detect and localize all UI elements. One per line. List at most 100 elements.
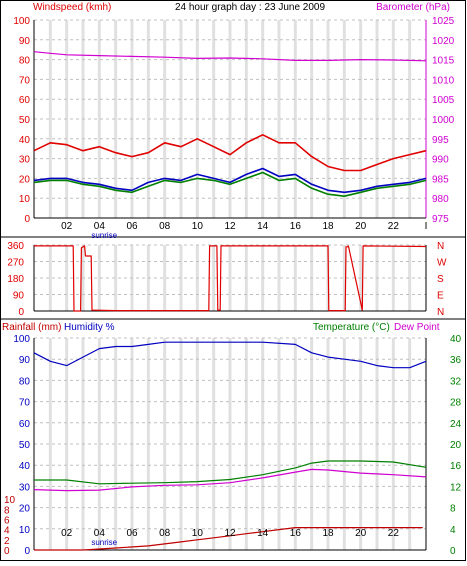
- chart-title: 24 hour graph day : 23 June 2009: [175, 2, 326, 13]
- time-tick-label: 14: [257, 528, 269, 539]
- barometer-axis-label: Barometer (hPa): [376, 2, 450, 13]
- dewpoint-axis-label: Dew Point: [394, 322, 440, 333]
- humidity-temperature-rain-panel: 1009080706050403020100108642040363228242…: [4, 334, 462, 557]
- humidity-tick-label: 30: [19, 482, 31, 493]
- windspeed-tick-label: 20: [19, 174, 31, 185]
- windspeed-axis-label: Windspeed (kmh): [33, 2, 111, 13]
- temperature-tick-label: 12: [450, 482, 462, 493]
- humidity-tick-label: 80: [19, 376, 31, 387]
- temperature-tick-label: 32: [450, 376, 462, 387]
- time-tick-label: 14: [257, 221, 269, 232]
- humidity-axis-label: Humidity %: [64, 322, 115, 333]
- barometer-tick-label: 1010: [432, 75, 455, 86]
- time-tick-label: 20: [355, 528, 367, 539]
- time-tick-label: 06: [126, 221, 138, 232]
- windspeed-tick-label: 40: [19, 135, 31, 146]
- time-tick-label: 12: [224, 221, 236, 232]
- temperature-tick-label: 16: [450, 461, 462, 472]
- time-tick-label: 10: [192, 528, 204, 539]
- direction-compass-tick-label: N: [437, 241, 444, 252]
- barometer-tick-label: 985: [432, 174, 449, 185]
- wind-average-blue-line: [33, 167, 427, 194]
- barometer-tick-label: 1005: [432, 95, 455, 106]
- temperature-tick-label: 40: [450, 334, 462, 345]
- humidity-tick-label: 70: [19, 398, 31, 409]
- wind-barometer-panel: 1009080706050403020100102510201015101010…: [13, 16, 454, 240]
- direction-compass-tick-label: E: [437, 291, 444, 302]
- humidity-tick-label: 20: [19, 504, 31, 515]
- humidity-line: [33, 341, 427, 369]
- time-tick-label: 12: [224, 528, 236, 539]
- dewpoint-line: [33, 468, 427, 492]
- barometer-tick-label: 980: [432, 194, 449, 205]
- windspeed-tick-label: 80: [19, 56, 31, 67]
- sunrise-label: sunrise: [91, 231, 117, 240]
- wind-gust-line: [33, 134, 427, 172]
- barometer-tick-label: 1000: [432, 115, 455, 126]
- barometer-tick-label: 975: [432, 214, 449, 225]
- time-tick-label: 16: [290, 528, 302, 539]
- temperature-tick-label: 0: [450, 546, 456, 557]
- time-tick-label: 02: [61, 221, 73, 232]
- time-tick-label: 18: [322, 221, 334, 232]
- time-tick-label: 08: [159, 528, 171, 539]
- time-tick-label: 08: [159, 221, 171, 232]
- time-tick-label: 10: [192, 221, 204, 232]
- rainfall-tick-label: 10: [4, 495, 16, 506]
- windspeed-tick-label: 60: [19, 95, 31, 106]
- humidity-tick-label: 40: [19, 461, 31, 472]
- direction-degree-tick-label: 180: [7, 274, 24, 285]
- windspeed-tick-label: 30: [19, 155, 31, 166]
- direction-degree-tick-label: 270: [7, 258, 24, 269]
- time-tick-label: I: [425, 221, 428, 232]
- humidity-tick-label: 90: [19, 355, 31, 366]
- barometer-tick-label: 990: [432, 155, 449, 166]
- direction-degree-tick-label: 0: [18, 307, 24, 318]
- time-tick-label: 22: [388, 528, 400, 539]
- temperature-tick-label: 4: [450, 525, 456, 536]
- time-tick-label: 16: [290, 221, 302, 232]
- time-tick-label: I: [425, 528, 428, 539]
- time-tick-label: 02: [61, 528, 73, 539]
- rainfall-tick-label: 0: [4, 546, 10, 557]
- rainfall-line: [34, 527, 423, 551]
- time-tick-label: 22: [388, 221, 400, 232]
- temperature-tick-label: 36: [450, 355, 462, 366]
- time-tick-label: 04: [94, 528, 106, 539]
- rainfall-tick-label: 8: [4, 505, 10, 516]
- barometer-line: [33, 51, 427, 62]
- direction-compass-tick-label: W: [437, 258, 447, 269]
- direction-degree-tick-label: 90: [13, 291, 25, 302]
- windspeed-tick-label: 50: [19, 115, 31, 126]
- humidity-tick-label: 50: [19, 440, 31, 451]
- direction-compass-tick-label: N: [437, 307, 444, 318]
- sunrise-label: sunrise: [91, 538, 117, 547]
- temperature-tick-label: 28: [450, 398, 462, 409]
- time-tick-label: 20: [355, 221, 367, 232]
- rainfall-tick-label: 4: [4, 526, 10, 537]
- barometer-tick-label: 995: [432, 135, 449, 146]
- rainfall-axis-label: Rainfall (mm): [2, 322, 61, 333]
- temperature-line: [34, 460, 427, 485]
- time-tick-label: 06: [126, 528, 138, 539]
- humidity-tick-label: 0: [24, 546, 30, 557]
- time-tick-label: 18: [322, 528, 334, 539]
- barometer-tick-label: 1020: [432, 36, 455, 47]
- windspeed-tick-label: 90: [19, 36, 31, 47]
- temperature-tick-label: 8: [450, 504, 456, 515]
- rainfall-tick-label: 2: [4, 536, 10, 547]
- barometer-tick-label: 1015: [432, 56, 455, 67]
- humidity-tick-label: 10: [19, 525, 31, 536]
- windspeed-tick-label: 70: [19, 75, 31, 86]
- barometer-tick-label: 1025: [432, 16, 455, 27]
- direction-degree-tick-label: 360: [7, 241, 24, 252]
- wind-direction-line: [34, 245, 427, 312]
- temperature-tick-label: 20: [450, 440, 462, 451]
- humidity-tick-label: 100: [13, 334, 30, 345]
- rainfall-tick-label: 6: [4, 515, 10, 526]
- time-tick-label: 04: [94, 221, 106, 232]
- direction-compass-tick-label: S: [437, 274, 444, 285]
